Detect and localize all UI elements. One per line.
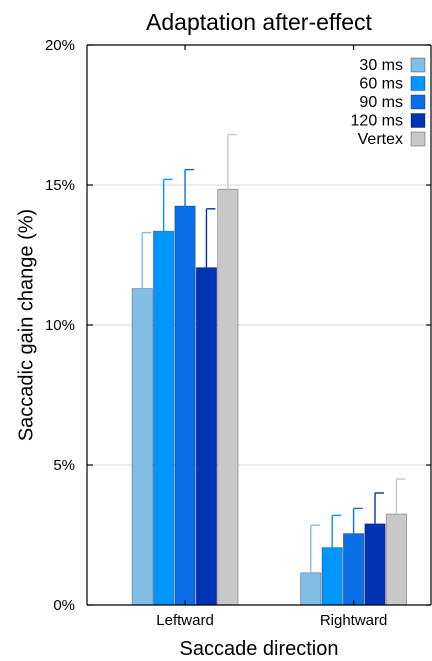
bar-rightward-120-ms	[364, 523, 386, 606]
error-bars	[141, 133, 406, 573]
legend-label-0: 30 ms	[359, 57, 403, 74]
legend-swatch-4	[410, 131, 426, 147]
y-axis-title: Saccadic gain change (%)	[15, 209, 37, 441]
bar-leftward-90-ms	[174, 205, 196, 606]
bar-rightward-30-ms	[300, 572, 322, 606]
legend-swatch-1	[410, 76, 426, 91]
bar-leftward-60-ms	[153, 230, 175, 606]
bar-rightward-vertex	[385, 513, 408, 606]
y-tick-label-10: 10%	[45, 317, 75, 334]
bar-rightward-60-ms	[321, 547, 343, 606]
legend-label-4: Vertex	[358, 131, 403, 148]
x-tick-label-rightward: Rightward	[320, 612, 388, 629]
axes: 0% 5% 10% 15% 20% Leftward Rightward	[45, 37, 432, 629]
bar-leftward-30-ms	[131, 288, 153, 606]
x-axis-title: Saccade direction	[180, 638, 339, 660]
bar-leftward-vertex	[217, 188, 239, 606]
legend-swatch-2	[410, 94, 426, 110]
legend-swatch-0	[410, 57, 426, 73]
y-tick-label-5: 5%	[53, 457, 75, 474]
legend-label-3: 120 ms	[351, 113, 403, 130]
legend-label-2: 90 ms	[359, 94, 403, 111]
x-tick-label-leftward: Leftward	[156, 612, 214, 629]
y-tick-label-0: 0%	[53, 597, 75, 614]
legend-swatch-3	[410, 113, 426, 128]
bar-leftward-120-ms	[195, 267, 218, 606]
bar-rightward-90-ms	[342, 533, 365, 606]
chart-title: Adaptation after-effect	[146, 9, 372, 35]
y-tick-label-20: 20%	[45, 37, 75, 54]
bars	[131, 188, 408, 606]
legend-label-1: 60 ms	[359, 76, 403, 93]
y-tick-label-15: 15%	[45, 177, 75, 194]
